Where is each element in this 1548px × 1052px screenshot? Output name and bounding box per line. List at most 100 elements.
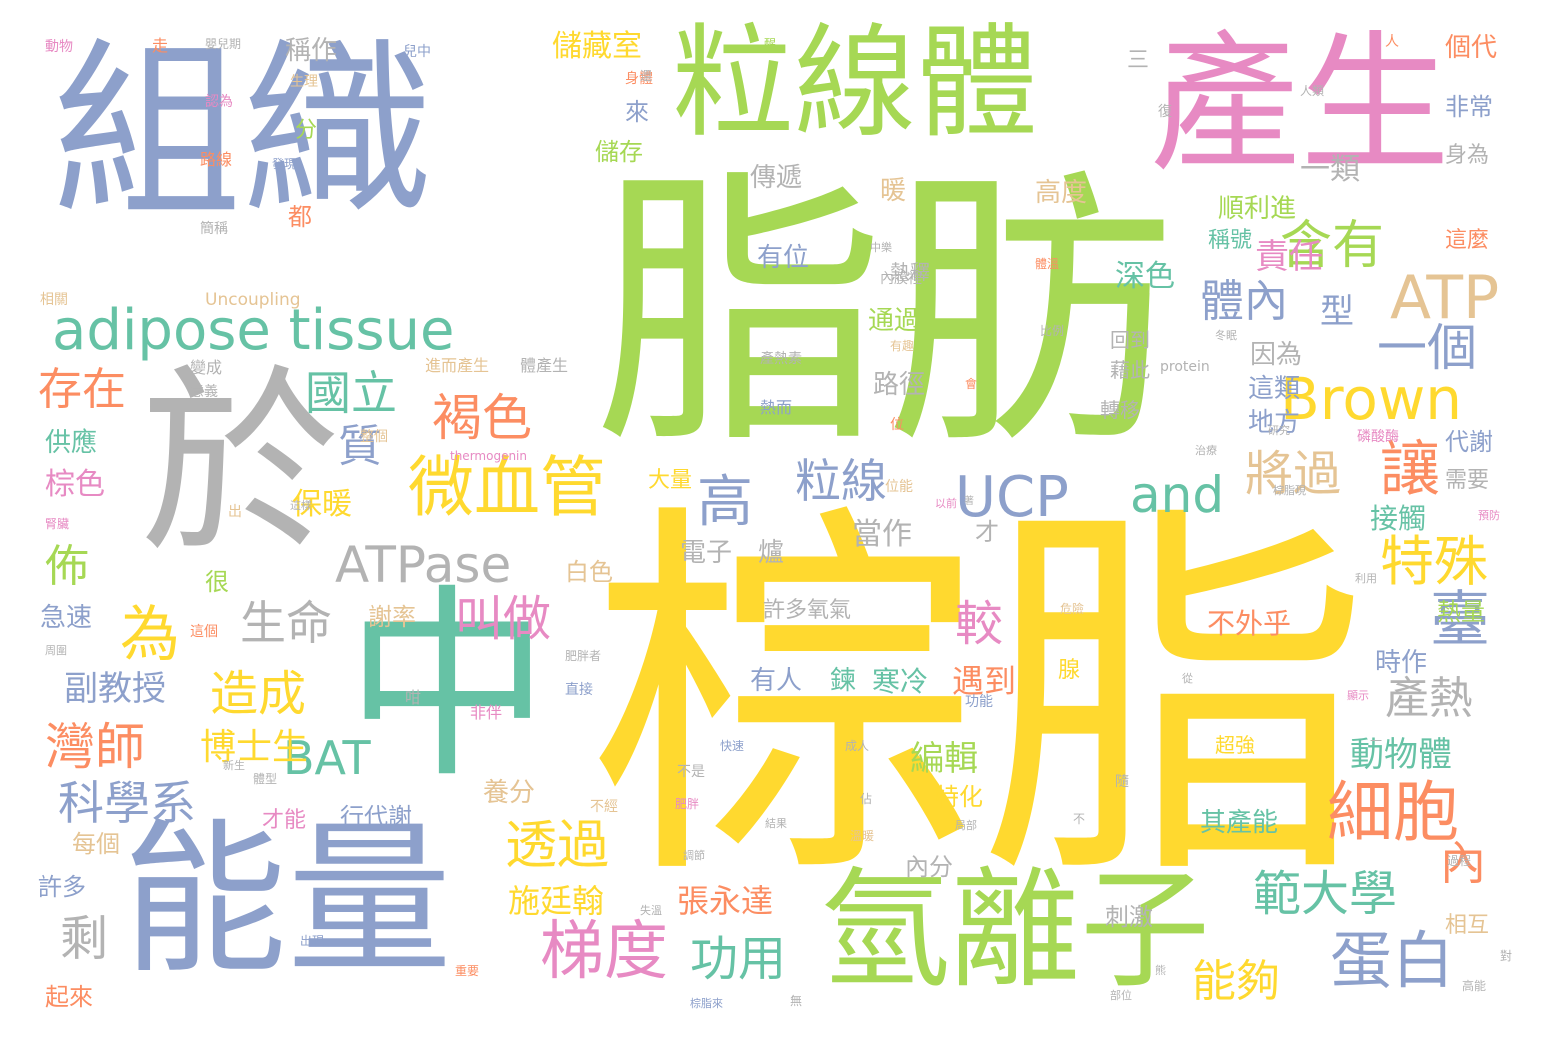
word-儲藏室: 儲藏室 — [552, 29, 642, 64]
word-許多: 許多 — [38, 873, 86, 901]
word-粒線體: 粒線體 — [672, 12, 1038, 154]
word-快速: 快速 — [720, 739, 745, 753]
word-時作: 時作 — [1375, 648, 1428, 678]
word-起來: 起來 — [45, 983, 93, 1011]
word-範大學: 範大學 — [1253, 866, 1398, 922]
word-熊: 熊 — [1155, 964, 1166, 977]
word-遇到: 遇到 — [952, 662, 1017, 700]
word-暖: 暖 — [880, 176, 907, 206]
word-梯度: 梯度 — [540, 915, 668, 989]
word-人: 人 — [1385, 34, 1399, 50]
word-UCP: UCP — [955, 465, 1069, 530]
word-為: 為 — [120, 600, 180, 670]
word-通過: 通過 — [868, 306, 921, 336]
word-功能: 功能 — [965, 694, 993, 710]
word-大量: 大量 — [648, 468, 693, 493]
word-灣師: 灣師 — [45, 718, 145, 776]
word-存在: 存在 — [38, 364, 126, 415]
word-產熱素: 產熱素 — [760, 351, 802, 367]
word-內: 內 — [1440, 836, 1486, 890]
word-預防: 預防 — [1478, 509, 1500, 522]
word-不: 不 — [1073, 812, 1086, 826]
word-整個: 整個 — [360, 429, 388, 445]
word-脂肪: 脂肪 — [595, 146, 1175, 483]
word-兒中: 兒中 — [403, 44, 431, 60]
word-出: 出 — [228, 504, 242, 520]
word-儲存: 儲存 — [595, 138, 643, 166]
word-行代謝: 行代謝 — [340, 803, 412, 831]
word-重要: 重要 — [455, 964, 480, 978]
word-能夠: 能夠 — [1192, 956, 1280, 1007]
word-有位: 有位 — [757, 243, 810, 273]
word-復: 復 — [1158, 104, 1172, 120]
word-功用: 功用 — [690, 931, 787, 987]
word-體型: 體型 — [253, 772, 278, 786]
word-生理: 生理 — [290, 74, 318, 90]
word-能量: 能量 — [122, 804, 452, 996]
word-路徑: 路徑 — [873, 370, 926, 400]
word-博士生: 博士生 — [200, 727, 309, 768]
word-棕脂: 棕脂 — [590, 473, 1370, 927]
word-以前: 以前 — [935, 497, 957, 510]
word-國立: 國立 — [305, 366, 397, 420]
word-過程: 過程 — [1447, 854, 1472, 868]
word-熱而: 熱而 — [760, 398, 793, 417]
word-這個: 這個 — [190, 624, 218, 640]
word-微血管: 微血管 — [408, 449, 606, 526]
word-危險: 危險 — [1060, 602, 1085, 616]
word-醒: 醒 — [764, 37, 777, 51]
word-刺激: 刺激 — [1105, 903, 1153, 931]
word-稱作: 稱作 — [285, 36, 338, 66]
word-臺: 臺 — [1430, 585, 1490, 655]
word-爐: 爐 — [758, 538, 785, 568]
word-咁: 咁 — [405, 688, 422, 707]
word-藉此: 藉此 — [1110, 358, 1150, 382]
word-比例: 比例 — [1040, 324, 1065, 338]
word-發現: 發現 — [272, 157, 297, 171]
word-深色: 深色 — [1115, 259, 1175, 294]
word-供應: 供應 — [45, 428, 98, 458]
word-超強: 超強 — [1215, 733, 1255, 757]
word-and: and — [1130, 466, 1225, 524]
word-身為: 身為 — [1445, 143, 1490, 168]
word-內膜裡: 內膜裡 — [880, 271, 922, 287]
word-BAT: BAT — [283, 731, 371, 785]
word-ATP: ATP — [1390, 263, 1500, 333]
word-進而產生: 進而產生 — [425, 356, 490, 375]
word-才: 才 — [975, 518, 999, 546]
word-利用: 利用 — [1355, 572, 1377, 585]
word-非常: 非常 — [1445, 93, 1493, 121]
word-接觸: 接觸 — [1370, 502, 1427, 535]
word-產熱: 產熱 — [1385, 673, 1473, 724]
word-動物: 動物 — [45, 39, 73, 55]
word-腺: 腺 — [1058, 658, 1081, 683]
word-副教授: 副教授 — [64, 669, 166, 709]
word-急速: 急速 — [40, 603, 93, 633]
word-很: 很 — [205, 568, 229, 596]
word-一類: 一類 — [1300, 152, 1360, 187]
word-位: 位 — [890, 417, 904, 433]
word-Brown: Brown — [1280, 365, 1463, 433]
word-三: 三 — [1127, 48, 1150, 73]
word-內分: 內分 — [905, 853, 953, 881]
word-個代: 個代 — [1445, 33, 1498, 63]
word-高度: 高度 — [1035, 178, 1088, 208]
word-一: 一 — [1370, 734, 1383, 748]
word-失溫: 失溫 — [640, 904, 662, 917]
word-腎臟: 腎臟 — [45, 517, 70, 531]
word-剩: 剩 — [60, 911, 109, 967]
word-走: 走 — [152, 36, 169, 55]
word-產生: 產生 — [1150, 18, 1451, 192]
word-特化: 特化 — [935, 783, 983, 811]
word-不外乎: 不外乎 — [1207, 607, 1292, 640]
word-含有: 含有 — [1280, 216, 1385, 276]
word-從: 從 — [1182, 672, 1193, 685]
word-protein: protein — [1160, 359, 1210, 375]
word-轉移: 轉移 — [1100, 398, 1140, 422]
word-變成: 變成 — [190, 358, 223, 377]
word-體內: 體內 — [1200, 276, 1288, 327]
word-體溫: 體溫 — [1035, 257, 1060, 271]
word-質: 質 — [338, 421, 382, 472]
word-不是: 不是 — [677, 764, 705, 780]
word-回到: 回到 — [1110, 328, 1150, 352]
